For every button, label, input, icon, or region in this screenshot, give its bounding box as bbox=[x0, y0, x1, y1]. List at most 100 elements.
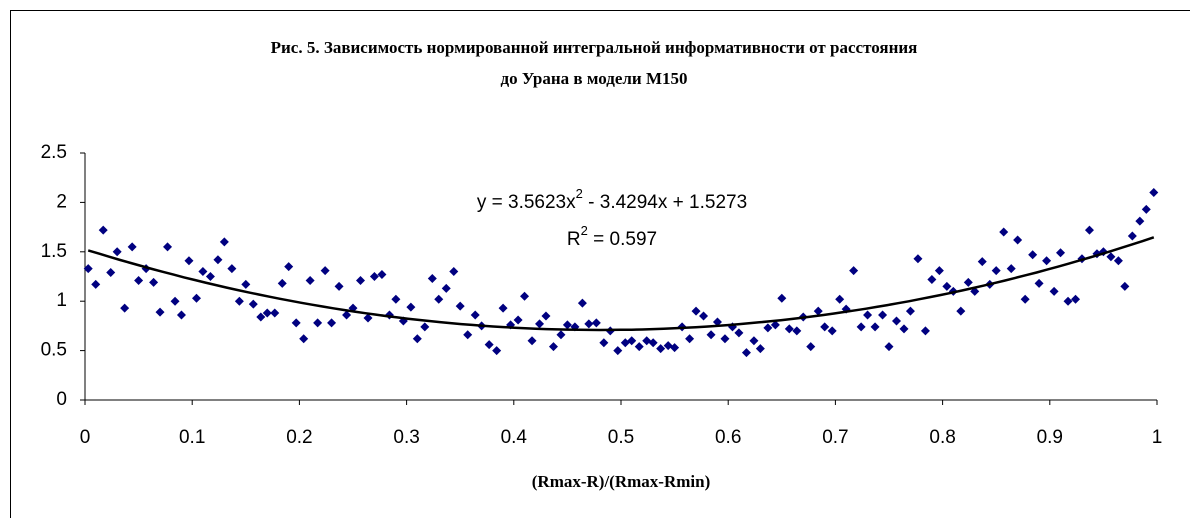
data-point bbox=[999, 227, 1009, 237]
trend-equation: y = 3.5623x2 - 3.4294x + 1.5273 bbox=[477, 186, 747, 213]
data-point bbox=[899, 324, 909, 334]
data-point bbox=[613, 346, 623, 356]
data-point bbox=[127, 242, 137, 252]
data-point bbox=[106, 268, 116, 278]
data-point bbox=[599, 338, 609, 348]
x-tick-label: 0.3 bbox=[393, 427, 419, 448]
data-point bbox=[820, 322, 830, 332]
data-point bbox=[262, 308, 272, 318]
data-point bbox=[412, 334, 422, 344]
y-tick-label: 2.5 bbox=[41, 142, 67, 163]
data-point bbox=[455, 301, 465, 311]
data-point bbox=[299, 334, 309, 344]
data-point bbox=[1020, 294, 1030, 304]
x-tick-label: 0.1 bbox=[179, 427, 205, 448]
data-point bbox=[691, 306, 701, 316]
data-point bbox=[749, 336, 759, 346]
data-point bbox=[1013, 235, 1023, 245]
data-point bbox=[256, 312, 266, 322]
data-point bbox=[356, 275, 366, 285]
data-point bbox=[656, 344, 666, 354]
data-point bbox=[1149, 188, 1159, 198]
data-point bbox=[813, 306, 823, 316]
data-point bbox=[527, 336, 537, 346]
data-point bbox=[134, 275, 144, 285]
data-point bbox=[806, 342, 816, 352]
data-point bbox=[520, 291, 530, 301]
data-point bbox=[391, 294, 401, 304]
data-point bbox=[792, 326, 802, 336]
data-point bbox=[420, 322, 430, 332]
x-tick-label: 1 bbox=[1152, 427, 1163, 448]
data-point bbox=[685, 334, 695, 344]
data-point bbox=[1120, 281, 1130, 291]
data-point bbox=[270, 308, 280, 318]
x-tick-label: 0 bbox=[80, 427, 91, 448]
data-point bbox=[541, 311, 551, 321]
data-point bbox=[777, 293, 787, 303]
data-point bbox=[856, 322, 866, 332]
data-point bbox=[963, 277, 973, 287]
data-point bbox=[755, 344, 765, 354]
data-point bbox=[305, 275, 315, 285]
data-point bbox=[213, 255, 223, 265]
data-point bbox=[1006, 264, 1016, 274]
data-point bbox=[712, 317, 722, 327]
data-point bbox=[878, 310, 888, 320]
data-point bbox=[406, 302, 416, 312]
data-point bbox=[170, 296, 180, 306]
y-tick-label: 1.5 bbox=[41, 241, 67, 262]
x-tick-label: 0.6 bbox=[715, 427, 741, 448]
data-point bbox=[991, 266, 1001, 276]
data-point bbox=[1049, 286, 1059, 296]
x-tick-label: 0.7 bbox=[822, 427, 848, 448]
data-point bbox=[577, 298, 587, 308]
y-tick-label: 2 bbox=[56, 191, 67, 212]
trend-line bbox=[87, 236, 1155, 332]
x-tick-label: 0.8 bbox=[929, 427, 955, 448]
data-point bbox=[234, 296, 244, 306]
data-point bbox=[1063, 296, 1073, 306]
data-point bbox=[191, 293, 201, 303]
x-tick-label: 0.2 bbox=[286, 427, 312, 448]
data-point bbox=[441, 283, 451, 293]
data-point bbox=[492, 346, 502, 356]
data-point bbox=[176, 310, 186, 320]
y-tick-label: 1 bbox=[56, 290, 67, 311]
data-point bbox=[377, 270, 387, 280]
data-point bbox=[369, 272, 379, 281]
data-point bbox=[1135, 216, 1145, 226]
data-point bbox=[770, 320, 780, 330]
data-point bbox=[706, 330, 716, 340]
data-point bbox=[634, 342, 644, 352]
x-tick-label: 0.4 bbox=[501, 427, 528, 448]
data-point bbox=[155, 307, 165, 317]
data-point bbox=[977, 257, 987, 267]
data-point bbox=[556, 330, 566, 340]
data-point bbox=[535, 319, 545, 329]
data-point bbox=[227, 264, 237, 274]
data-point bbox=[942, 281, 952, 291]
x-tick-label: 0.9 bbox=[1037, 427, 1063, 448]
data-point bbox=[112, 247, 122, 257]
data-point bbox=[562, 320, 572, 330]
data-point bbox=[648, 338, 658, 348]
data-point bbox=[1113, 256, 1123, 266]
data-point bbox=[498, 303, 508, 313]
data-point bbox=[827, 326, 837, 336]
chart-title: до Урана в модели М150 bbox=[501, 69, 688, 88]
data-point bbox=[884, 342, 894, 352]
x-tick-label: 0.5 bbox=[608, 427, 634, 448]
y-tick-label: 0 bbox=[56, 389, 67, 410]
data-point bbox=[849, 266, 859, 276]
data-point bbox=[734, 328, 744, 338]
data-point bbox=[449, 267, 459, 277]
data-point bbox=[927, 274, 937, 284]
data-point bbox=[434, 294, 444, 304]
data-point bbox=[1028, 250, 1038, 260]
data-point bbox=[198, 267, 208, 277]
data-point bbox=[784, 324, 794, 334]
data-point bbox=[591, 318, 601, 328]
data-point bbox=[720, 334, 730, 344]
